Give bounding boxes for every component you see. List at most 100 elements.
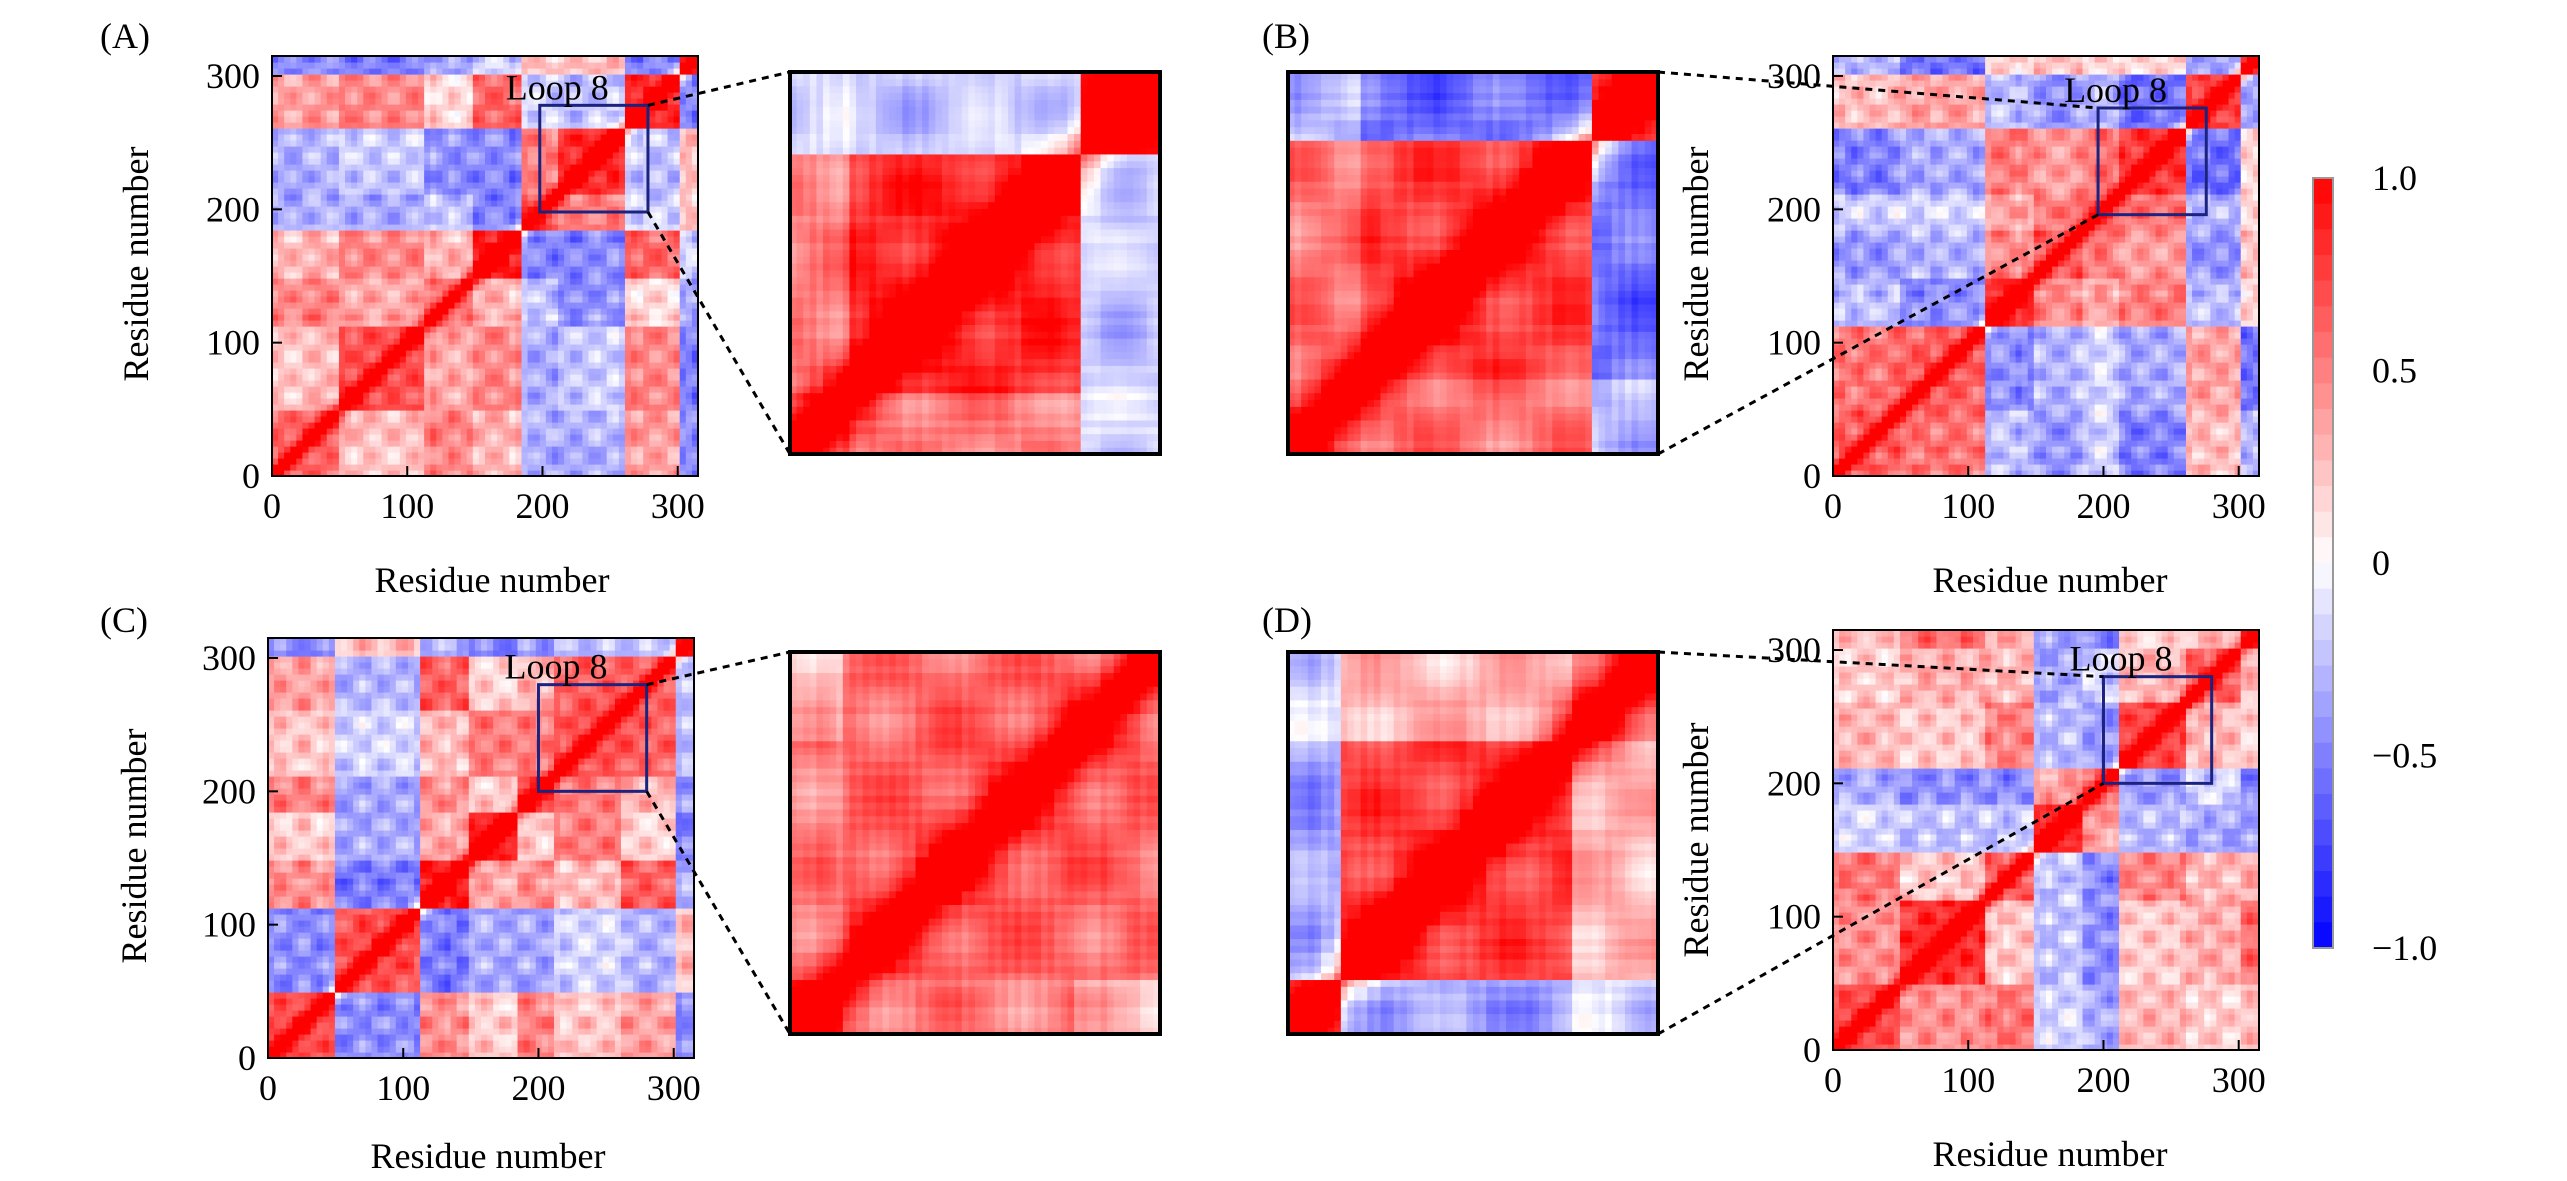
heatmap-cell — [284, 350, 291, 357]
heatmap-cell — [357, 122, 364, 129]
heatmap-cell — [302, 98, 309, 105]
heatmap-cell — [302, 416, 309, 423]
heatmap-cell — [309, 224, 316, 231]
heatmap-cell — [327, 158, 334, 165]
heatmap-cell — [315, 452, 322, 459]
heatmap-cell — [363, 314, 370, 321]
heatmap-cell — [309, 212, 316, 219]
heatmap-cell — [327, 68, 334, 75]
heatmap-cell — [272, 320, 279, 327]
heatmap-cell — [278, 326, 285, 333]
heatmap-cell — [315, 392, 322, 399]
heatmap-cell — [272, 440, 279, 447]
heatmap-cell — [284, 188, 291, 195]
heatmap-cell — [363, 128, 370, 135]
heatmap-cell — [339, 218, 346, 225]
heatmap-cell — [302, 422, 309, 429]
heatmap-cell — [345, 446, 352, 453]
heatmap-cell — [278, 116, 285, 123]
heatmap-cell — [290, 332, 297, 339]
heatmap-cell — [315, 374, 322, 381]
heatmap-cell — [357, 260, 364, 267]
heatmap-cell — [327, 194, 334, 201]
heatmap-cell — [321, 404, 328, 411]
heatmap-cell — [351, 344, 358, 351]
heatmap-cell — [345, 428, 352, 435]
heatmap-cell — [302, 326, 309, 333]
heatmap-cell — [302, 62, 309, 69]
heatmap-cell — [339, 80, 346, 87]
heatmap-cell — [339, 242, 346, 249]
heatmap-cell — [363, 266, 370, 273]
heatmap-cell — [345, 314, 352, 321]
heatmap-cell — [327, 332, 334, 339]
heatmap-cell — [315, 134, 322, 141]
heatmap-cell — [315, 380, 322, 387]
panel-a-label: (A) — [100, 16, 150, 56]
heatmap-cell — [302, 182, 309, 189]
heatmap-cell — [345, 308, 352, 315]
heatmap-cell — [278, 110, 285, 117]
heatmap-cell — [302, 212, 309, 219]
heatmap-cell — [339, 68, 346, 75]
heatmap-cell — [302, 356, 309, 363]
heatmap-cell — [345, 260, 352, 267]
heatmap-cell — [321, 296, 328, 303]
heatmap-cell — [272, 296, 279, 303]
heatmap-cell — [363, 248, 370, 255]
heatmap-cell — [278, 344, 285, 351]
heatmap-cell — [284, 272, 291, 279]
heatmap-cell — [327, 86, 334, 93]
heatmap-cell — [302, 362, 309, 369]
heatmap-cell — [321, 422, 328, 429]
heatmap-cell — [309, 110, 316, 117]
heatmap-cell — [357, 98, 364, 105]
heatmap-cell — [309, 452, 316, 459]
heatmap-cell — [327, 440, 334, 447]
heatmap-cell — [272, 434, 279, 441]
heatmap-cell — [309, 230, 316, 237]
heatmap-cell — [284, 428, 291, 435]
heatmap-cell — [284, 422, 291, 429]
heatmap-cell — [309, 68, 316, 75]
heatmap-cell — [363, 374, 370, 381]
heatmap-cell — [363, 410, 370, 417]
heatmap-cell — [315, 128, 322, 135]
heatmap-cell — [315, 398, 322, 405]
heatmap-cell — [290, 146, 297, 153]
heatmap-cell — [296, 158, 303, 165]
heatmap-cell — [296, 164, 303, 171]
heatmap-cell — [345, 242, 352, 249]
heatmap-cell — [351, 170, 358, 177]
heatmap-cell — [363, 260, 370, 267]
heatmap-cell — [339, 344, 346, 351]
heatmap-cell — [351, 296, 358, 303]
heatmap-cell — [345, 278, 352, 285]
heatmap-cell — [296, 110, 303, 117]
heatmap-cell — [321, 122, 328, 129]
heatmap-cell — [339, 62, 346, 69]
heatmap-cell — [327, 326, 334, 333]
heatmap-cell — [339, 278, 346, 285]
heatmap-cell — [290, 374, 297, 381]
heatmap-cell — [321, 398, 328, 405]
heatmap-cell — [333, 104, 340, 111]
heatmap-cell — [290, 248, 297, 255]
heatmap-cell — [284, 248, 291, 255]
heatmap-cell — [272, 80, 279, 87]
heatmap-cell — [333, 278, 340, 285]
heatmap-cell — [327, 404, 334, 411]
heatmap-cell — [290, 314, 297, 321]
heatmap-cell — [363, 212, 370, 219]
heatmap-cell — [333, 254, 340, 261]
heatmap-cell — [357, 194, 364, 201]
heatmap-cell — [363, 134, 370, 141]
heatmap-cell — [339, 392, 346, 399]
heatmap-cell — [333, 428, 340, 435]
heatmap-cell — [272, 116, 279, 123]
heatmap-cell — [296, 314, 303, 321]
heatmap-cell — [333, 380, 340, 387]
heatmap-cell — [290, 290, 297, 297]
heatmap-cell — [327, 356, 334, 363]
heatmap-cell — [351, 218, 358, 225]
